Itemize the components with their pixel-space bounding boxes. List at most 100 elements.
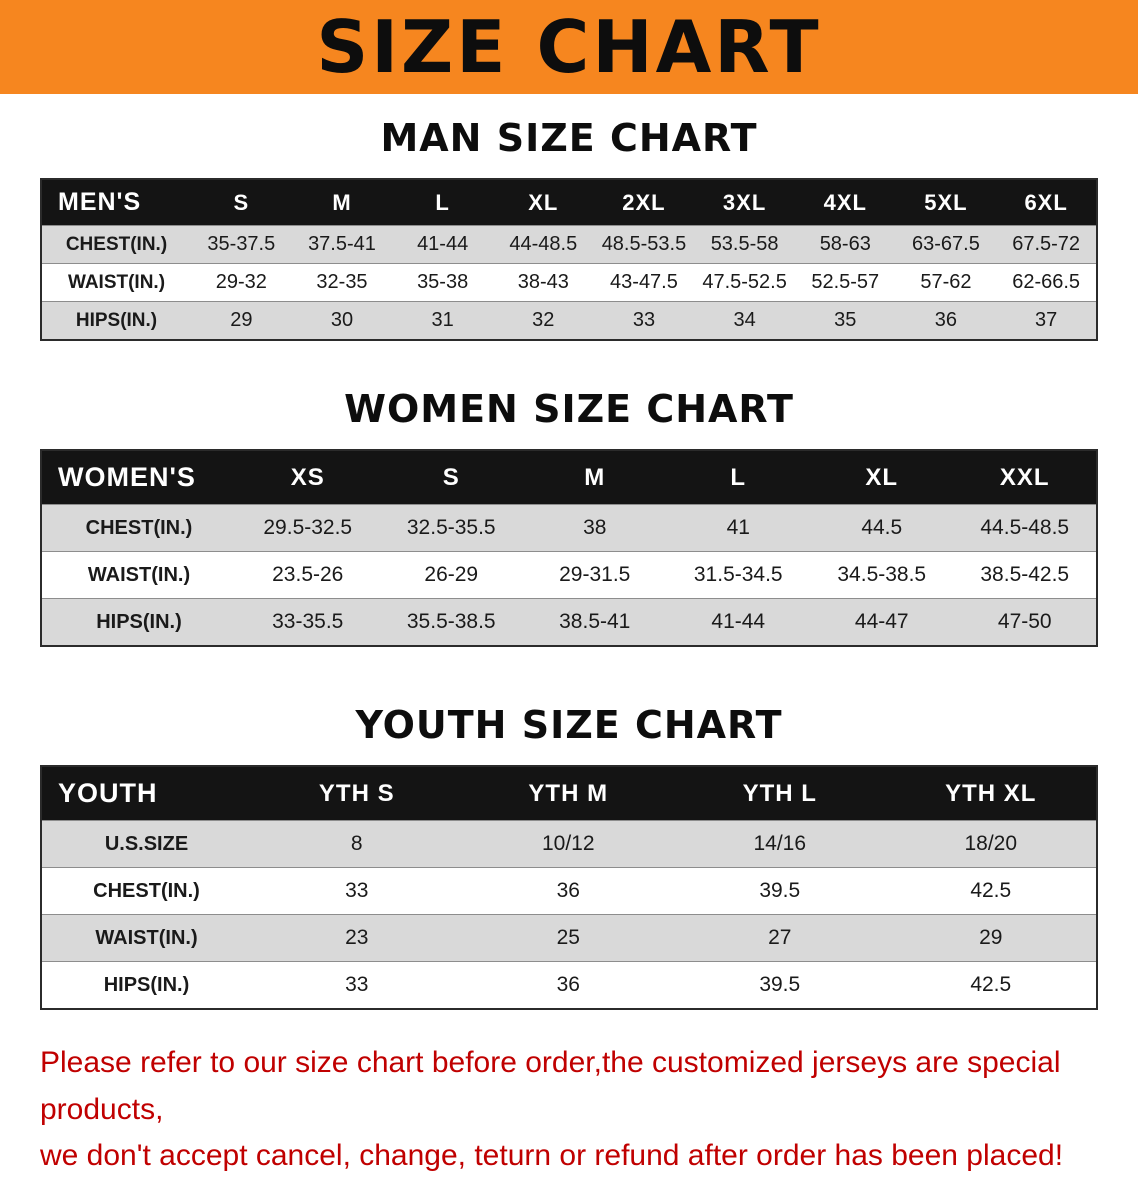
value-cell: 37 <box>1035 309 1058 331</box>
value-cell: 38.5-41 <box>559 610 631 633</box>
table-row: HIPS(IN.) 33-35.5 35.5-38.5 38.5-41 41-44 44-… <box>41 598 1097 646</box>
value-cell: 41 <box>726 516 750 539</box>
table-row: U.S.SIZE 8 10/12 14/16 18/20 <box>41 820 1097 868</box>
value-cell: 29.5-32.5 <box>263 516 353 539</box>
value-cell: 8 <box>350 832 363 855</box>
row-label-cell: U.S.SIZE <box>104 832 189 855</box>
value-cell: 38.5-42.5 <box>980 563 1070 586</box>
table-title-cell: MEN'S <box>41 179 191 226</box>
size-header-cell: YTH M <box>462 766 674 821</box>
value-cell: 29 <box>230 309 253 331</box>
value-cell: 36 <box>556 973 580 996</box>
disclaimer-line-1: Please refer to our size chart before or… <box>40 1046 1061 1126</box>
size-header-cell: M <box>523 450 667 505</box>
value-cell: 48.5-53.5 <box>601 233 687 255</box>
row-label-cell: WAIST(IN.) <box>67 271 166 293</box>
value-cell: 44.5 <box>861 516 903 539</box>
row-label-cell: CHEST(IN.) <box>85 516 193 539</box>
value-cell: 18/20 <box>964 832 1018 855</box>
size-header-cell: YTH XL <box>885 766 1097 821</box>
value-cell: 34 <box>733 309 756 331</box>
value-cell: 53.5-58 <box>710 233 779 255</box>
value-cell: 23 <box>345 926 369 949</box>
value-cell: 33 <box>632 309 656 331</box>
disclaimer-note: Please refer to our size chart before or… <box>40 1040 1138 1180</box>
size-header-cell: 2XL <box>593 179 695 226</box>
value-cell: 32-35 <box>316 271 368 293</box>
value-cell: 47-50 <box>997 610 1052 633</box>
size-header-cell: L <box>666 450 810 505</box>
size-header-cell: 4XL <box>794 179 896 226</box>
row-label-cell: HIPS(IN.) <box>75 309 158 331</box>
size-header-cell: 3XL <box>694 179 795 226</box>
value-cell: 44-47 <box>854 610 909 633</box>
value-cell: 67.5-72 <box>1012 233 1081 255</box>
value-cell: 32.5-35.5 <box>406 516 496 539</box>
table-row: CHEST(IN.) 29.5-32.5 32.5-35.5 38 41 44.5 44.5… <box>41 504 1097 552</box>
table-row: WAIST(IN.) 29-32 32-35 35-38 38-43 43-47.5 47.… <box>41 263 1097 302</box>
size-header-cell: XS <box>236 450 380 505</box>
value-cell: 35-37.5 <box>207 233 276 255</box>
value-cell: 37.5-41 <box>308 233 376 255</box>
value-cell: 29-32 <box>215 271 267 293</box>
disclaimer-line-2: we don't accept cancel, change, teturn o… <box>40 1139 1064 1172</box>
value-cell: 47.5-52.5 <box>702 271 787 293</box>
value-cell: 33-35.5 <box>272 610 344 633</box>
banner-title: SIZE CHART <box>316 5 822 89</box>
value-cell: 14/16 <box>753 832 807 855</box>
value-cell: 26-29 <box>424 563 479 586</box>
value-cell: 41-44 <box>417 233 469 255</box>
size-header-cell: XXL <box>953 450 1097 505</box>
value-cell: 25 <box>556 926 580 949</box>
table-row: CHEST(IN.) 33 36 39.5 42.5 <box>41 867 1097 915</box>
value-cell: 52.5-57 <box>811 271 880 293</box>
table-row: HIPS(IN.) 29 30 31 32 33 34 35 36 37 <box>41 301 1097 340</box>
row-label-cell: HIPS(IN.) <box>103 973 190 996</box>
value-cell: 38-43 <box>517 271 569 293</box>
value-cell: 34.5-38.5 <box>837 563 927 586</box>
value-cell: 29 <box>979 926 1003 949</box>
value-cell: 44.5-48.5 <box>980 516 1070 539</box>
size-header-cell: XL <box>810 450 954 505</box>
size-header-cell: S <box>379 450 523 505</box>
value-cell: 57-62 <box>920 271 972 293</box>
value-cell: 35 <box>834 309 857 331</box>
value-cell: 35-38 <box>417 271 469 293</box>
value-cell: 10/12 <box>541 832 595 855</box>
value-cell: 23.5-26 <box>272 563 344 586</box>
table-title-cell: YOUTH <box>41 766 251 821</box>
value-cell: 44-48.5 <box>509 233 578 255</box>
men-section-heading: MAN SIZE CHART <box>380 116 758 160</box>
value-cell: 36 <box>934 309 958 331</box>
header-row: YOUTH YTH S YTH M YTH L YTH XL <box>41 766 1097 821</box>
banner: SIZE CHART <box>0 0 1138 94</box>
row-label-cell: HIPS(IN.) <box>96 610 182 633</box>
value-cell: 36 <box>556 879 580 902</box>
row-label-cell: CHEST(IN.) <box>93 879 200 902</box>
size-header-cell: S <box>191 179 292 226</box>
value-cell: 39.5 <box>759 973 801 996</box>
women-size-table: WOMEN'S XS S M L XL XXL CHEST(IN.) 29.5-32.5 32.5… <box>40 449 1098 647</box>
value-cell: 30 <box>330 309 354 331</box>
size-header-cell: M <box>291 179 393 226</box>
value-cell: 58-63 <box>819 233 871 255</box>
youth-section-heading: YOUTH SIZE CHART <box>355 703 783 747</box>
value-cell: 35.5-38.5 <box>406 610 496 633</box>
value-cell: 63-67.5 <box>912 233 980 255</box>
value-cell: 31 <box>431 309 454 331</box>
youth-size-table: YOUTH YTH S YTH M YTH L YTH XL U.S.SIZE 8 10/12… <box>40 765 1098 1010</box>
size-header-cell: L <box>392 179 493 226</box>
size-header-cell: YTH S <box>251 766 463 821</box>
value-cell: 31.5-34.5 <box>693 563 783 586</box>
value-cell: 32 <box>532 309 555 331</box>
value-cell: 29-31.5 <box>559 563 631 586</box>
size-header-cell: 6XL <box>996 179 1097 226</box>
row-label-cell: CHEST(IN.) <box>65 233 168 255</box>
header-row: WOMEN'S XS S M L XL XXL <box>41 450 1097 505</box>
row-label-cell: WAIST(IN.) <box>87 563 191 586</box>
value-cell: 38 <box>583 516 607 539</box>
table-row: WAIST(IN.) 23.5-26 26-29 29-31.5 31.5-34.5 34… <box>41 551 1097 599</box>
value-cell: 42.5 <box>970 973 1012 996</box>
value-cell: 27 <box>768 926 792 949</box>
